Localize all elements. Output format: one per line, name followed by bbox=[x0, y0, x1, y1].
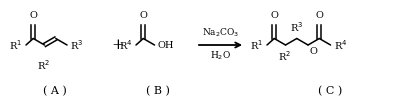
Text: R$^2$: R$^2$ bbox=[37, 58, 50, 72]
Text: O: O bbox=[139, 10, 147, 20]
Text: R$^4$: R$^4$ bbox=[118, 38, 132, 52]
Text: O: O bbox=[270, 10, 278, 20]
Text: ( A ): ( A ) bbox=[43, 86, 67, 96]
Text: R$^1$: R$^1$ bbox=[9, 38, 22, 52]
Text: O: O bbox=[29, 10, 37, 20]
Text: ( C ): ( C ) bbox=[318, 86, 342, 96]
Text: R$^3$: R$^3$ bbox=[290, 20, 303, 33]
Text: R$^1$: R$^1$ bbox=[250, 38, 263, 52]
Text: R$^2$: R$^2$ bbox=[278, 49, 291, 63]
Text: ( B ): ( B ) bbox=[146, 86, 170, 96]
Text: +: + bbox=[112, 38, 124, 52]
Text: O: O bbox=[309, 47, 317, 56]
Text: H$_2$O: H$_2$O bbox=[210, 50, 231, 62]
Text: R$^3$: R$^3$ bbox=[70, 38, 83, 52]
Text: OH: OH bbox=[158, 40, 174, 50]
Text: Na$_2$CO$_3$: Na$_2$CO$_3$ bbox=[202, 27, 239, 39]
Text: R$^4$: R$^4$ bbox=[333, 38, 347, 52]
Text: O: O bbox=[315, 10, 323, 20]
